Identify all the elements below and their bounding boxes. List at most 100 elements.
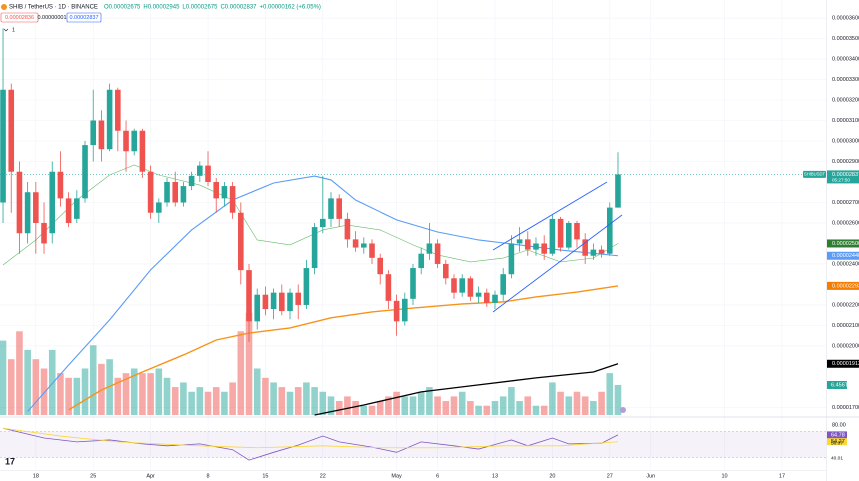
- spread: 0.00000001: [37, 15, 66, 21]
- volume-bar: [16, 331, 23, 415]
- bid-box[interactable]: [0, 12, 39, 23]
- candle-body: [344, 218, 351, 240]
- volume-bar: [319, 391, 327, 415]
- candle-body: [246, 270, 252, 322]
- ohlc-value: C0.00002837: [220, 5, 257, 11]
- volume-bar: [48, 349, 56, 415]
- volume-bar: [212, 387, 220, 415]
- countdown: 05:27:50: [832, 178, 850, 183]
- candle-body: [8, 89, 15, 172]
- y-tick-label: 0.00002200: [832, 302, 859, 308]
- volume-bar: [57, 373, 64, 415]
- candle-body: [574, 222, 580, 240]
- candle-body: [410, 268, 416, 299]
- volume-bar: [450, 396, 458, 415]
- ask-box[interactable]: [66, 12, 102, 23]
- volume-bar: [475, 405, 482, 415]
- price-tag-text: 0.00002837: [832, 172, 859, 178]
- collapse-toggle[interactable]: [3, 28, 9, 32]
- x-tick-label: May: [391, 473, 402, 479]
- x-tick-label: 17: [779, 473, 785, 479]
- volume-bar: [549, 382, 556, 415]
- channel-line: [492, 181, 608, 251]
- candle-body: [508, 243, 515, 275]
- volume-bar: [204, 391, 212, 415]
- rsi-side-label: 58.07: [831, 440, 843, 446]
- candle-body: [123, 130, 129, 152]
- x-tick-label: Jun: [646, 473, 655, 479]
- volume-bar: [516, 401, 523, 415]
- y-tick-label: 0.00002900: [832, 159, 859, 165]
- x-tick-label: 6: [436, 473, 439, 479]
- volume-bar: [327, 396, 335, 415]
- ma-tag-text: 0.00001913: [832, 361, 859, 367]
- ohlc-value: L0.00002675: [182, 5, 218, 11]
- volume-bar: [245, 312, 253, 415]
- candle-body: [451, 278, 457, 293]
- candle-body: [582, 239, 588, 256]
- indicator-count: 1: [12, 27, 15, 33]
- candle-body: [434, 243, 441, 264]
- volume-bar: [89, 345, 97, 415]
- volume-bar: [294, 387, 302, 415]
- x-tick-label: 22: [320, 473, 326, 479]
- candle-body: [393, 300, 400, 322]
- rsi-band: [0, 431, 826, 458]
- candle-body: [115, 89, 121, 131]
- candle-body: [549, 218, 556, 254]
- candle-body: [74, 198, 80, 219]
- volume-bar: [606, 373, 614, 415]
- volume-bar: [24, 349, 31, 415]
- candle-body: [467, 278, 474, 297]
- candle-body: [533, 243, 539, 250]
- channel-line: [492, 214, 623, 313]
- x-tick-label: 8: [206, 473, 209, 479]
- volume-bar: [180, 382, 187, 415]
- candle-body: [82, 145, 88, 199]
- candle-body: [197, 165, 203, 176]
- candle-body: [139, 130, 146, 172]
- candle-body: [369, 243, 375, 258]
- candle-body: [483, 292, 490, 303]
- y-tick-label: 0.00003100: [832, 118, 859, 124]
- ma-tag: [827, 281, 859, 290]
- candle-body: [492, 294, 498, 303]
- rsi-pane: 80.00: [0, 422, 846, 461]
- symbol-title: SHIB / TetherUS · 1D · BINANCE: [9, 5, 98, 11]
- x-tick-label: 18: [33, 473, 39, 479]
- candle-body: [270, 292, 277, 310]
- event-icon[interactable]: [620, 407, 626, 413]
- volume-bar: [499, 396, 507, 415]
- volume-bar: [458, 391, 466, 415]
- moving-average: [314, 363, 619, 416]
- volume-bar: [40, 368, 48, 415]
- volume-bar: [155, 368, 163, 415]
- candle-body: [524, 239, 531, 250]
- volume-bar: [434, 396, 441, 415]
- volume-bar: [581, 396, 589, 415]
- y-tick-label: 0.00003500: [832, 36, 859, 42]
- volume-bar: [426, 387, 433, 415]
- candle-body: [361, 243, 367, 248]
- volume-bar: [508, 387, 515, 415]
- volume-bar: [278, 387, 286, 415]
- candle-body: [238, 212, 244, 271]
- ohlc-readout: O0.00002675 H0.00002945 L0.00002675 C0.0000…: [104, 5, 321, 11]
- volume-bar: [491, 401, 499, 415]
- volume-bar: [385, 396, 392, 415]
- y-tick-label: 0.00002400: [832, 261, 859, 267]
- volume-bar: [335, 401, 343, 415]
- candle-body: [213, 181, 220, 199]
- candle-body: [500, 274, 506, 295]
- candle-body: [320, 218, 326, 228]
- volume-bar: [286, 391, 294, 415]
- candle-body: [262, 294, 269, 310]
- x-tick-label: 25: [90, 473, 96, 479]
- volume-bar: [7, 359, 15, 415]
- ohlc-value: O0.00002675: [104, 5, 141, 11]
- y-tick-label: 0.00001700: [832, 405, 859, 411]
- volume-bar: [303, 382, 310, 415]
- candle-body: [164, 181, 170, 203]
